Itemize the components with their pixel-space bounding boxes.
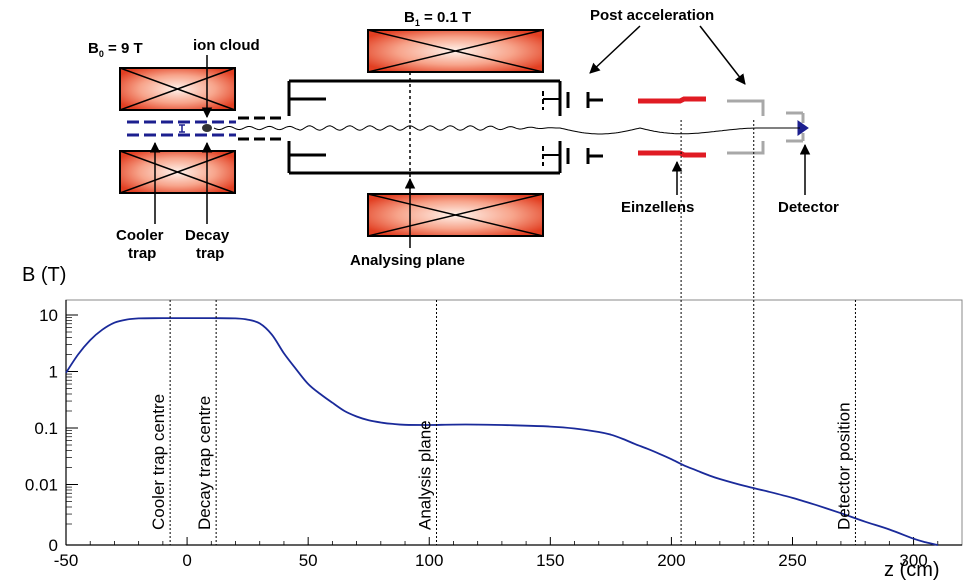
transfer-electrodes (238, 116, 282, 141)
y-tick-label: 10 (39, 306, 58, 325)
x-tick-label: -50 (54, 551, 79, 570)
x-tick-label: 50 (299, 551, 318, 570)
annotation-label: Detector position (834, 402, 853, 530)
decay-trap-label-2: trap (196, 245, 224, 262)
b-field-curve (65, 317, 939, 546)
einzel-lens (638, 96, 706, 158)
field-chart: B (T) z (cm) -50 0 50 100 150 200 250 300 1010.… (22, 120, 963, 581)
magnet-b0-bottom (119, 150, 236, 194)
magnet-b1-bottom (367, 193, 544, 237)
annotation-label: Cooler trap centre (149, 394, 168, 530)
trap-marker (179, 124, 185, 133)
ion-cloud-dot (202, 124, 212, 132)
x-tick-label: 100 (415, 551, 443, 570)
x-axis-title: z (cm) (884, 559, 940, 581)
analysing-plane-label: Analysing plane (350, 252, 465, 269)
annotation-label: Decay trap centre (195, 396, 214, 530)
decay-trap-label-1: Decay (185, 227, 230, 244)
y-tick-label: 1 (49, 363, 58, 382)
x-tick-label: 300 (899, 551, 927, 570)
cooler-trap-label-2: trap (128, 245, 156, 262)
ion-cloud-label: ion cloud (193, 37, 260, 54)
x-tick-label: 150 (536, 551, 564, 570)
b1-label: B1 = 0.1 T (404, 9, 471, 28)
y-tick-label: 0.1 (34, 419, 58, 438)
setup-diagram: B0 = 9 T B1 = 0.1 T ion cloud Post accel… (88, 7, 839, 269)
y-axis-title: B (T) (22, 264, 66, 286)
magnet-b0-top (119, 67, 236, 111)
x-tick-label: 200 (657, 551, 685, 570)
detector-label: Detector (778, 199, 839, 216)
post-acceleration-label: Post acceleration (590, 7, 714, 24)
post-acceleration-electrodes (566, 92, 603, 164)
annotation-label: Analysis plane (416, 420, 435, 530)
y-tick-label: 0.01 (25, 476, 58, 495)
x-tick-label: 250 (778, 551, 806, 570)
cooler-trap-label-1: Cooler (116, 227, 164, 244)
magnet-b1-top (367, 29, 544, 73)
spectrometer-tube (287, 79, 562, 175)
diagram-arrows (149, 25, 811, 248)
post-acceleration-electrode-gray (727, 99, 805, 155)
einzellens-label: Einzellens (621, 199, 694, 216)
y-tick-label: 0 (49, 536, 58, 555)
x-tick-label: 0 (182, 551, 191, 570)
penning-traps (127, 120, 236, 137)
b0-label: B0 = 9 T (88, 40, 143, 59)
electron-trajectory (213, 125, 800, 135)
